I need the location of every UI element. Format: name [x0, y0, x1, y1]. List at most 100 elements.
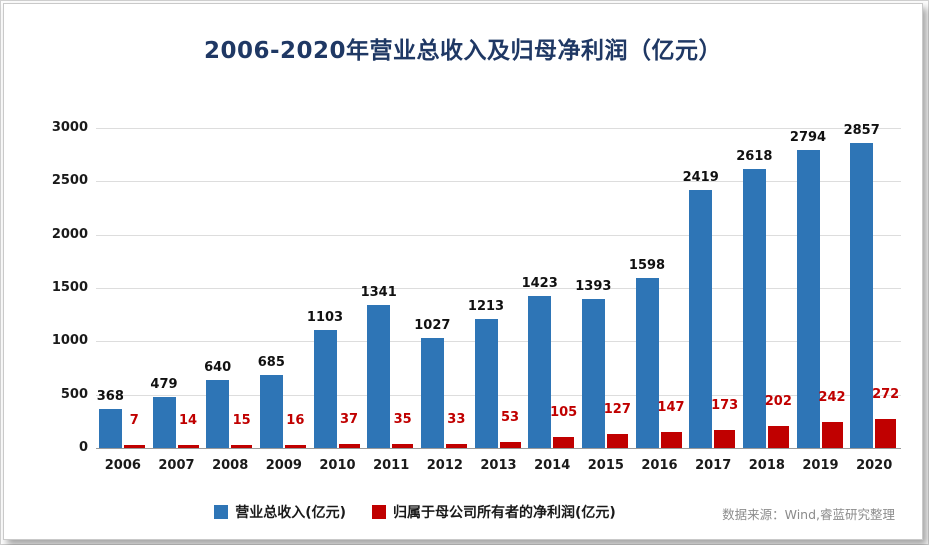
chart-title: 2006-2020年营业总收入及归母净利润（亿元）	[203, 38, 723, 64]
bar-revenue	[796, 149, 820, 448]
revenue-legend-swatch	[214, 505, 229, 519]
bar-value-profit: 15	[232, 413, 251, 428]
bar-value-revenue: 640	[204, 359, 232, 375]
bar-profit	[499, 442, 521, 448]
bar-profit	[231, 445, 253, 448]
bar-value-revenue: 1423	[521, 276, 558, 292]
x-axis-tick-label: 2010	[319, 458, 356, 473]
bar-profit	[606, 434, 628, 448]
bar-value-profit: 242	[818, 390, 846, 406]
bar-profit	[821, 422, 843, 448]
bar-revenue	[742, 168, 766, 448]
y-axis-tick-label: 0	[78, 440, 88, 455]
gridline	[96, 128, 901, 129]
bar-value-profit: 173	[711, 397, 739, 413]
bar-value-profit: 16	[286, 413, 305, 428]
bar-value-revenue: 479	[150, 376, 178, 392]
chart-card: 2006-2020年营业总收入及归母净利润（亿元） 0 500 1000 1500 20…	[3, 3, 923, 540]
bar-value-profit: 147	[657, 400, 685, 416]
bar-value-profit: 272	[872, 386, 900, 402]
y-axis-tick-label: 2000	[51, 226, 88, 242]
gridline	[96, 288, 901, 289]
bar-value-revenue: 1103	[306, 310, 344, 326]
bar-value-revenue: 1393	[575, 279, 612, 295]
bar-profit	[392, 444, 414, 448]
x-axis-tick-label: 2017	[695, 458, 732, 473]
bar-profit	[445, 444, 467, 448]
bar-value-profit: 35	[393, 412, 412, 428]
bar-revenue	[259, 374, 283, 448]
y-axis-tick-label: 1000	[51, 333, 88, 349]
profit-legend-swatch	[372, 505, 386, 519]
bar-value-revenue: 2419	[682, 169, 719, 185]
bar-value-revenue: 1598	[628, 257, 666, 273]
y-axis-tick-label: 3000	[51, 120, 88, 135]
bar-value-revenue: 685	[257, 354, 285, 370]
bar-value-revenue: 1213	[467, 298, 505, 314]
legend-item-revenue: 营业总收入(亿元)	[214, 502, 346, 522]
bar-profit	[284, 445, 306, 448]
bar-revenue	[98, 408, 122, 448]
bar-value-profit: 7	[129, 413, 139, 428]
bar-value-profit: 37	[339, 412, 359, 428]
bar-profit	[714, 429, 736, 448]
legend-label-revenue: 营业总收入(亿元)	[235, 505, 346, 521]
gridline	[96, 234, 901, 236]
x-axis-tick-label: 2015	[587, 458, 624, 473]
bar-revenue	[367, 304, 391, 448]
plot-area: 0 500 1000 1500 2000 2500 3000 2006 368 7 2007 479 1…	[4, 4, 922, 539]
bar-value-revenue: 1027	[414, 318, 451, 334]
bar-profit	[767, 426, 789, 448]
gridline	[96, 181, 901, 183]
bar-profit	[338, 444, 360, 448]
bar-value-revenue: 1341	[360, 284, 397, 300]
x-axis-tick-label: 2016	[641, 458, 678, 473]
bar-revenue	[152, 396, 176, 448]
bar-value-profit: 127	[603, 402, 631, 418]
bar-profit	[553, 436, 575, 448]
bar-value-profit: 33	[447, 412, 466, 428]
source-note: 数据来源：Wind,睿蓝研究整理	[722, 507, 895, 522]
gridline	[96, 448, 901, 449]
bar-value-revenue: 2857	[843, 123, 880, 139]
bar-value-revenue: 2618	[736, 148, 773, 164]
x-axis-tick-label: 2018	[748, 458, 785, 473]
bar-value-profit: 53	[500, 410, 520, 426]
x-axis-tick-label: 2006	[104, 458, 141, 473]
bar-value-profit: 14	[178, 413, 198, 428]
bar-value-revenue: 368	[96, 388, 124, 404]
x-axis-tick-label: 2007	[158, 458, 195, 473]
bar-revenue	[581, 299, 605, 448]
bar-value-profit: 202	[764, 394, 792, 410]
legend-item-profit: 归属于母公司所有者的净利润(亿元)	[372, 502, 616, 522]
x-axis-tick-label: 2011	[373, 458, 410, 473]
x-axis-tick-label: 2009	[265, 458, 302, 473]
x-axis-tick-label: 2012	[426, 458, 463, 473]
bar-revenue	[689, 189, 713, 448]
bar-value-profit: 105	[550, 404, 578, 420]
x-axis-tick-label: 2014	[534, 458, 571, 473]
gridline	[96, 341, 901, 343]
bar-revenue	[474, 318, 498, 448]
legend: 营业总收入(亿元) 归属于母公司所有者的净利润(亿元)	[0, 502, 874, 522]
y-axis-tick-label: 2500	[51, 173, 88, 189]
bar-value-revenue: 2794	[789, 129, 827, 145]
gridline	[96, 394, 901, 396]
x-axis-tick-label: 2020	[856, 458, 893, 473]
y-axis-tick-label: 500	[60, 386, 88, 402]
bar-revenue	[850, 143, 874, 448]
x-axis-tick-label: 2013	[480, 458, 517, 473]
bar-revenue	[313, 330, 337, 448]
bar-profit	[875, 418, 897, 448]
bar-revenue	[528, 296, 552, 448]
x-axis-tick-label: 2008	[212, 458, 249, 473]
y-axis-tick-label: 1500	[51, 280, 88, 295]
x-axis-tick-label: 2019	[802, 458, 839, 473]
bar-revenue	[635, 277, 659, 448]
bar-revenue	[420, 338, 444, 448]
bar-profit	[177, 445, 199, 448]
bar-revenue	[206, 379, 230, 448]
bar-profit	[660, 432, 682, 448]
bar-profit	[123, 445, 145, 448]
legend-label-profit: 归属于母公司所有者的净利润(亿元)	[393, 505, 616, 521]
